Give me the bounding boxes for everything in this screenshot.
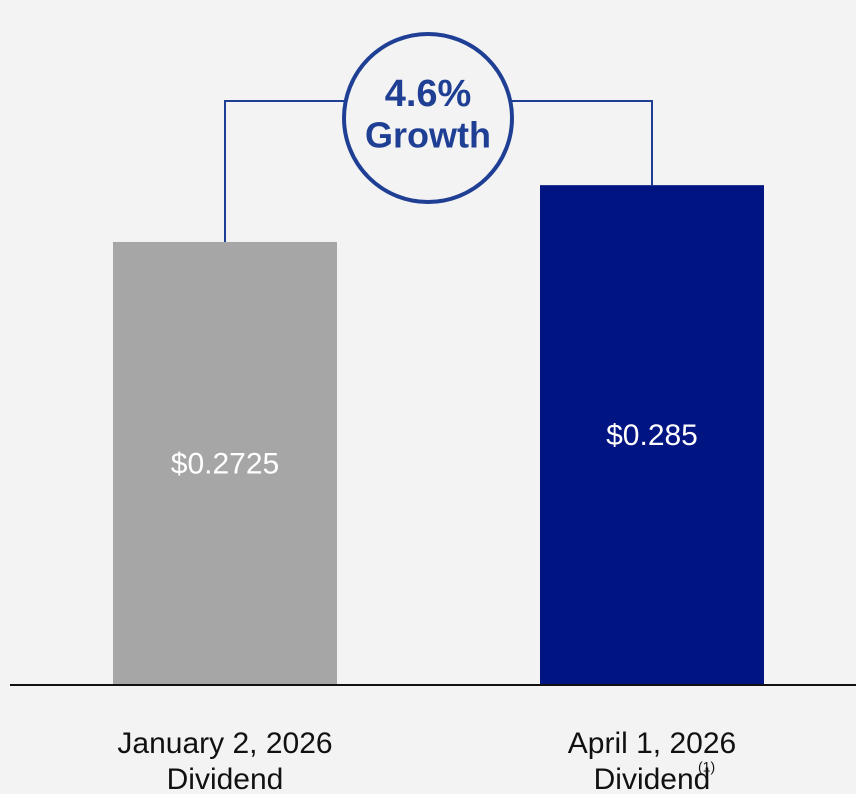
growth-value: 4.6% xyxy=(385,73,472,115)
value-label: $0.285 xyxy=(606,419,698,452)
category-label: Dividend xyxy=(594,763,711,794)
category-label: Dividend xyxy=(167,763,284,794)
growth-text: Growth xyxy=(365,115,491,156)
growth-badge xyxy=(342,32,514,204)
value-label: $0.2725 xyxy=(171,447,279,480)
bar xyxy=(540,185,764,685)
category-label: April 1, 2026 xyxy=(568,727,736,760)
bar xyxy=(113,241,337,685)
footnote-mark: (1) xyxy=(698,759,715,775)
category-label: January 2, 2026 xyxy=(117,727,332,760)
